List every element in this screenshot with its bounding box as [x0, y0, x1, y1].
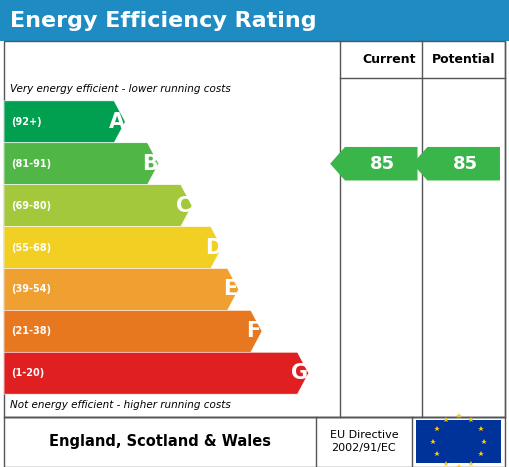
Text: (92+): (92+) — [11, 117, 41, 127]
Text: A: A — [108, 112, 125, 132]
Text: 85: 85 — [370, 155, 395, 173]
Polygon shape — [4, 269, 239, 311]
Text: Energy Efficiency Rating: Energy Efficiency Rating — [10, 11, 317, 30]
Text: 85: 85 — [453, 155, 478, 173]
Polygon shape — [4, 143, 159, 184]
Polygon shape — [4, 352, 308, 394]
Text: F: F — [246, 321, 261, 341]
Bar — [416, 420, 501, 463]
Text: Current: Current — [363, 53, 416, 66]
Text: England, Scotland & Wales: England, Scotland & Wales — [49, 434, 271, 449]
Polygon shape — [4, 101, 125, 143]
Text: (1-20): (1-20) — [11, 368, 44, 378]
Text: (55-68): (55-68) — [11, 242, 51, 253]
Text: G: G — [292, 363, 308, 383]
Text: (21-38): (21-38) — [11, 326, 51, 336]
Text: C: C — [176, 196, 191, 216]
Text: D: D — [205, 238, 222, 257]
Text: (81-91): (81-91) — [11, 159, 51, 169]
Text: Very energy efficient - lower running costs: Very energy efficient - lower running co… — [10, 84, 231, 94]
Polygon shape — [4, 226, 222, 269]
Text: Not energy efficient - higher running costs: Not energy efficient - higher running co… — [10, 400, 231, 410]
Text: E: E — [223, 279, 237, 299]
Text: Potential: Potential — [432, 53, 495, 66]
Text: EU Directive
2002/91/EC: EU Directive 2002/91/EC — [330, 430, 398, 453]
Bar — [4, 41, 505, 417]
Text: (39-54): (39-54) — [11, 284, 51, 294]
Polygon shape — [413, 147, 500, 180]
Polygon shape — [4, 184, 192, 226]
Text: (69-80): (69-80) — [11, 201, 51, 211]
Polygon shape — [4, 311, 262, 352]
Text: B: B — [142, 154, 158, 174]
Bar — [0, 0, 509, 41]
Polygon shape — [330, 147, 417, 180]
Bar — [4, 417, 505, 467]
